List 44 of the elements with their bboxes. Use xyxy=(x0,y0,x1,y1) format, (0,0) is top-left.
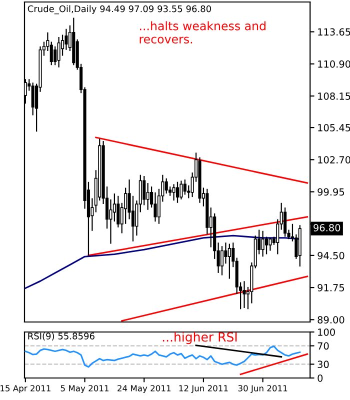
annotation: ...halts weakness and recovers. xyxy=(140,21,266,44)
candlestick xyxy=(146,182,150,210)
line-series xyxy=(24,345,301,368)
y-tick-label: 99.95 xyxy=(318,188,344,196)
candlestick xyxy=(224,242,228,264)
y-tick-label: 110.90 xyxy=(318,60,350,68)
y-tick-label: 70 xyxy=(318,342,329,350)
candlestick xyxy=(31,82,34,116)
y-tick-label: 30 xyxy=(318,360,329,368)
candlestick xyxy=(54,46,57,66)
candlestick xyxy=(220,246,224,276)
y-tick-label: 0 xyxy=(318,374,323,382)
chart-title: Crude_Oil,Daily 94.49 97.09 93.55 96.80 xyxy=(28,5,211,14)
chart-title: RSI(9) 55.8596 xyxy=(28,332,94,341)
candlestick xyxy=(183,178,186,196)
candlestick xyxy=(264,236,268,255)
annotation: 96.80 xyxy=(314,224,340,232)
y-tick-label: 100 xyxy=(318,328,335,336)
candlestick xyxy=(180,180,183,200)
y-tick-label: 105.45 xyxy=(318,124,350,132)
x-tick-label: 15 Apr 2011 xyxy=(0,385,50,394)
candlestick xyxy=(57,36,60,68)
candlestick xyxy=(261,230,264,258)
x-tick-label: 30 Jun 2011 xyxy=(238,385,288,393)
x-tick-label: 5 May 2011 xyxy=(60,385,109,394)
y-tick-label: 89.00 xyxy=(318,316,344,324)
y-tick-label: 94.50 xyxy=(318,252,344,260)
x-tick-label: 24 May 2011 xyxy=(118,385,171,394)
candlestick xyxy=(172,184,176,202)
y-tick-label: 108.15 xyxy=(318,92,350,100)
candlestick xyxy=(228,243,231,280)
candlestick xyxy=(268,237,272,252)
x-tick-label: 12 Jun 2011 xyxy=(179,385,228,393)
candlestick xyxy=(116,195,120,228)
y-tick-label: 113.65 xyxy=(318,28,350,36)
candlestick xyxy=(242,280,246,309)
y-tick-label: 102.70 xyxy=(318,156,350,164)
annotation: ...higher RSI xyxy=(162,332,237,344)
candlestick xyxy=(50,41,53,66)
candlestick xyxy=(142,175,146,206)
y-tick-label: 91.75 xyxy=(318,284,344,292)
candlestick xyxy=(176,181,180,204)
candlestick xyxy=(284,206,287,238)
candlestick xyxy=(164,178,168,194)
